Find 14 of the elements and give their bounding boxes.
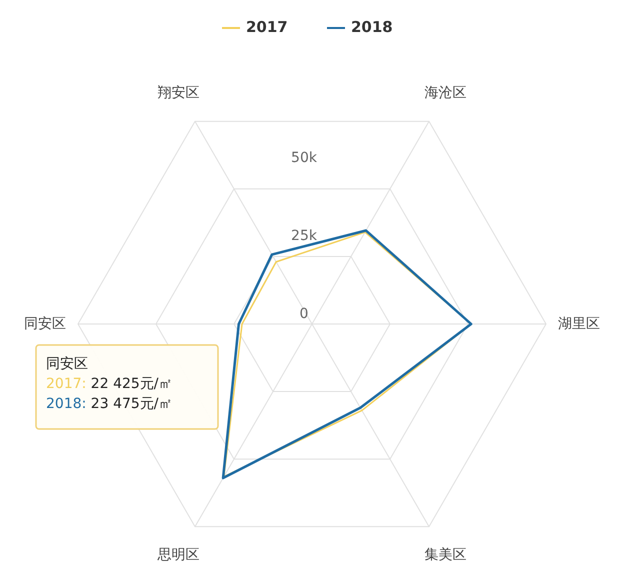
spoke-label: 思明区 [156,546,200,563]
spoke-label: 集美区 [424,546,466,563]
spoke-label: 翔安区 [158,84,200,101]
legend-label: 2018 [351,18,393,36]
legend-label: 2017 [246,18,288,36]
spoke-label: 湖里区 [558,316,600,332]
y-tick-label: 50k [291,150,318,166]
y-tick-label: 25k [291,228,318,244]
text: 同安区 [46,356,88,372]
y-tick-label: 0 [300,306,308,322]
text: 2017: 22 425元/㎡ [46,376,173,392]
spoke-label: 同安区 [24,316,66,332]
text: 2018: 23 475元/㎡ [46,396,173,412]
spoke-label: 海沧区 [424,84,466,101]
